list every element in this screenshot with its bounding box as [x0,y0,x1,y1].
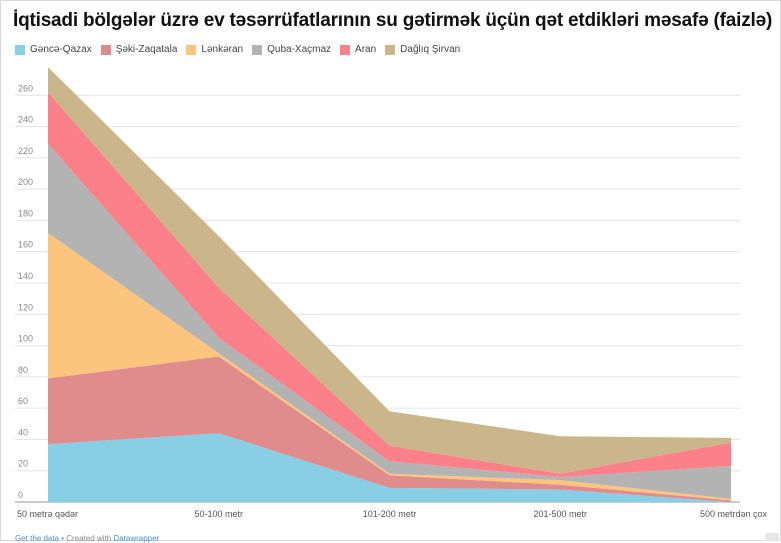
y-tick-label: 0 [18,490,23,500]
legend-swatch [186,44,197,55]
legend-swatch [340,44,351,55]
y-tick-label: 140 [18,271,33,281]
share-button[interactable] [765,533,779,541]
y-tick-label: 260 [18,83,33,93]
y-tick-label: 80 [18,365,28,375]
y-tick-label: 180 [18,208,33,218]
legend-swatch [385,44,396,55]
y-tick-label: 240 [18,115,33,125]
datawrapper-link[interactable]: Datawrapper [113,534,160,543]
y-tick-label: 160 [18,240,33,250]
legend-item: Dağlıq Şirvan [385,44,460,55]
legend-label: Şəki-Zaqatala [115,44,178,55]
legend-item: Şəki-Zaqatala [100,44,178,55]
y-tick-label: 60 [18,396,28,406]
legend-label: Lənkəran [201,44,244,55]
area-series-1 [48,356,731,502]
chart-footer: Get the data • Created with Datawrapper [15,534,159,543]
legend-item: Lənkəran [186,44,243,55]
area-series-3 [48,143,731,499]
y-tick-label: 220 [18,146,33,156]
y-tick-label: 40 [18,427,28,437]
legend-item: Gəncə-Qazax [15,44,92,55]
y-tick-label: 20 [18,459,28,469]
legend-item: Aran [340,44,376,55]
x-tick-label: 50-100 metr [194,509,243,519]
area-series-0 [48,433,731,502]
legend-swatch [100,44,111,55]
legend-label: Aran [355,44,377,55]
legend-label: Gəncə-Qazax [30,44,92,55]
legend-swatch [252,44,263,55]
x-tick-label: 50 metrə qədər [17,509,78,519]
chart-title: İqtisadi bölgələr üzrə ev təsərrüfatları… [13,10,773,31]
footer-separator: • Created with [59,534,114,543]
legend-label: Dağlıq Şirvan [400,44,461,55]
x-tick-label: 201-500 metr [533,509,587,519]
x-tick-label: 101-200 metr [363,509,417,519]
y-tick-label: 200 [18,177,33,187]
legend-swatch [15,44,25,55]
x-tick-label: 500 metrdən çox [700,509,768,519]
legend-item: Quba-Xaçmaz [252,44,331,55]
y-tick-label: 120 [18,302,33,312]
y-tick-label: 100 [18,334,33,344]
area-series-4 [48,92,731,477]
chart-legend: Gəncə-Qazax Şəki-Zaqatala Lənkəran Quba-Xaç… [15,44,469,55]
legend-label: Quba-Xaçmaz [267,44,332,55]
get-data-link[interactable]: Get the data [15,534,60,543]
